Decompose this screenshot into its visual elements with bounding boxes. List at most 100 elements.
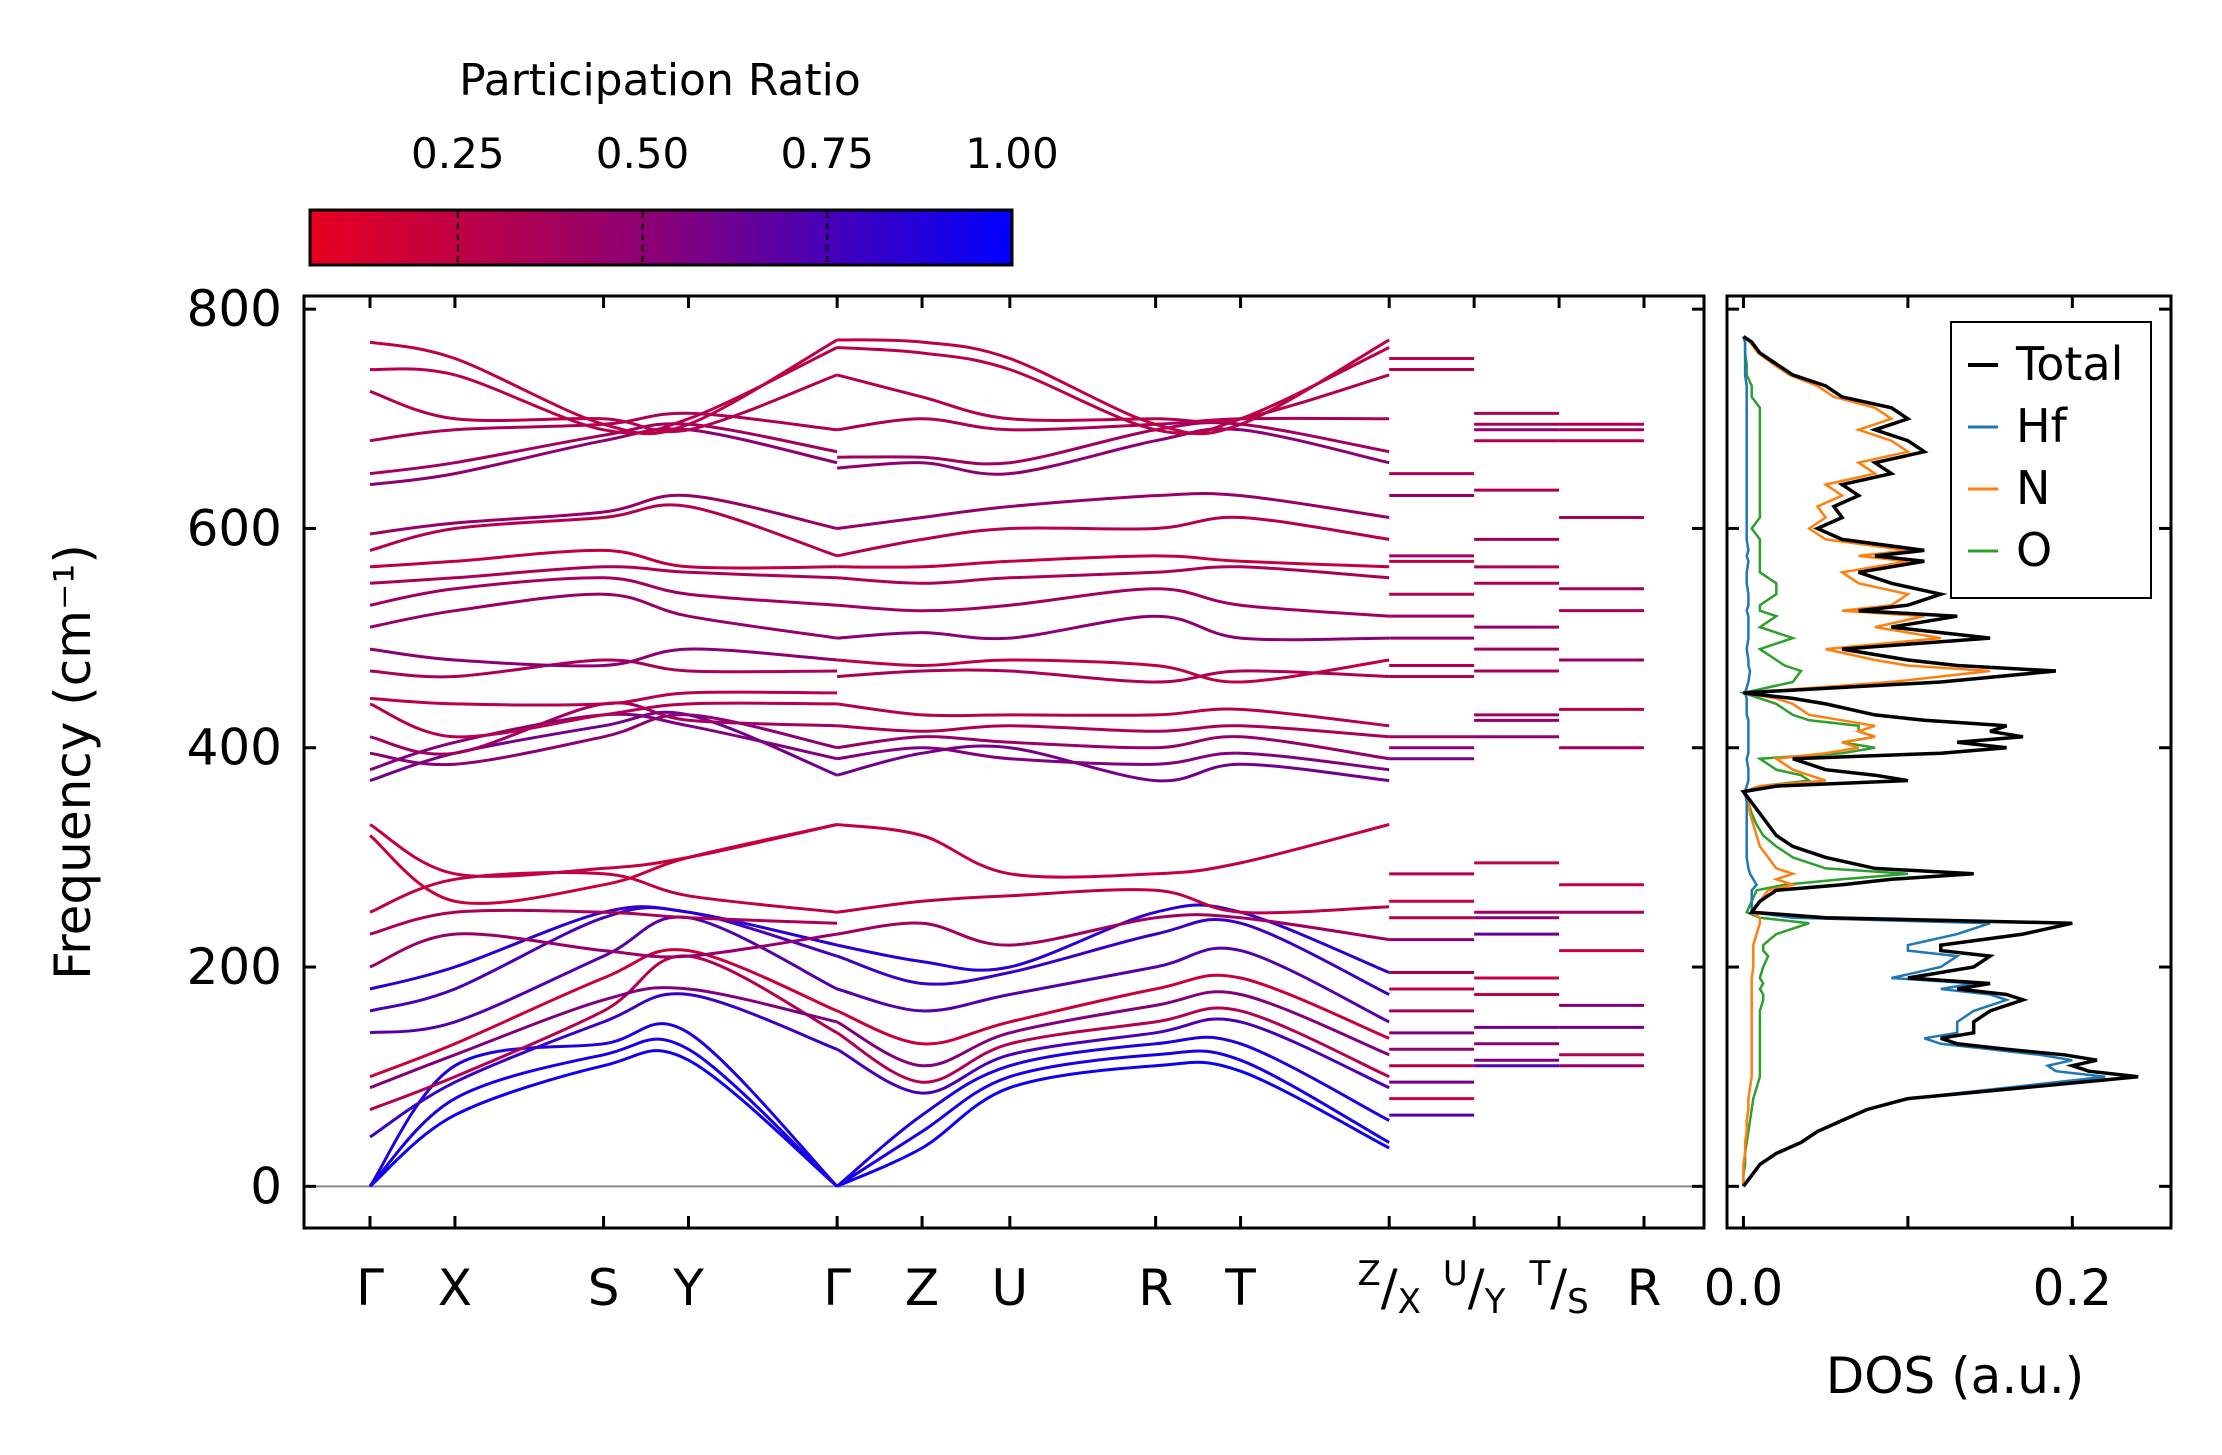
- phonon-band: [836, 373, 1390, 424]
- phonon-band: [836, 888, 1390, 915]
- phonon-band: [369, 713, 838, 767]
- phonon-band: [837, 421, 1390, 466]
- phonon-band: [369, 576, 838, 607]
- colorbar-tick-label: 1.00: [965, 129, 1059, 178]
- k-point-label: R: [1627, 1259, 1662, 1317]
- phonon-band: [369, 690, 838, 707]
- k-point-label: Γ: [823, 1259, 851, 1317]
- dos-x-tick-label: 0.0: [1704, 1259, 1784, 1317]
- phonon-band: [368, 1037, 839, 1188]
- k-point-label: X: [438, 1259, 472, 1317]
- y-tick-label: 200: [187, 938, 282, 996]
- phonon-band: [837, 614, 1390, 642]
- k-point-label: Y: [672, 1259, 704, 1317]
- phonon-band: [369, 1049, 839, 1188]
- phonon-band: [369, 823, 838, 905]
- phonon-band: [369, 548, 838, 570]
- frequency-axis-label: Frequency (cm⁻¹): [44, 544, 102, 980]
- phonon-band: [836, 946, 1390, 1024]
- phonon-band: [836, 990, 1390, 1068]
- phonon-band: [369, 338, 838, 436]
- k-point-label: Γ: [356, 1259, 384, 1317]
- k-point-label: T: [1224, 1259, 1256, 1317]
- colorbar-tick-label: 0.50: [596, 129, 690, 178]
- phonon-band: [837, 346, 1390, 436]
- colorbar-label: Participation Ratio: [459, 55, 861, 106]
- phonon-band: [369, 493, 838, 536]
- dos-series-o: [1738, 336, 1909, 1187]
- phonon-band: [836, 1049, 1390, 1188]
- phonon-band: [836, 735, 1390, 761]
- colorbar-ticks: 0.25 0.50 0.75 1.00: [411, 129, 1059, 263]
- dos-axis: 0.0 0.2: [1704, 296, 2171, 1317]
- k-point-label: U: [992, 1259, 1029, 1317]
- phonon-band: [369, 565, 838, 585]
- legend-label-o: O: [2016, 523, 2052, 577]
- phonon-band: [369, 710, 838, 783]
- phonon-band: [836, 746, 1390, 772]
- phonon-band: [369, 592, 838, 640]
- phonon-band: [836, 744, 1390, 783]
- phonon-band: [836, 913, 1390, 947]
- legend: Total Hf NO: [1950, 321, 2152, 599]
- phonon-band: [369, 701, 838, 739]
- phonon-band: [369, 422, 838, 476]
- phonon-band: [837, 724, 1390, 739]
- phonon-band: [368, 1022, 839, 1188]
- phonon-band: [836, 973, 1390, 1046]
- phonon-band: [837, 668, 1390, 684]
- k-point-label: U/Y: [1443, 1254, 1506, 1322]
- k-point-label: T/S: [1528, 1254, 1588, 1322]
- phonon-band: [369, 823, 838, 878]
- phonon-band: [836, 416, 1390, 432]
- colorbar-tick-label: 0.25: [411, 129, 505, 178]
- colorbar: Participation Ratio 0.25 0.50 0.75 1.00: [308, 55, 1059, 267]
- phonon-band: [837, 658, 1390, 684]
- phonon-band: [836, 491, 1390, 530]
- phonon-band: [837, 587, 1390, 618]
- colorbar-tick-label: 0.75: [781, 129, 875, 178]
- legend-label-total: Total: [2015, 337, 2123, 391]
- band-lines: [368, 338, 1644, 1188]
- k-point-label: Z/X: [1357, 1254, 1420, 1322]
- dos-axes-frame: [1725, 294, 2173, 1230]
- phonon-band: [836, 918, 1390, 996]
- phonon-band: [836, 1006, 1390, 1084]
- dos-x-tick-label: 0.2: [2033, 1259, 2113, 1317]
- phonon-band: [836, 1035, 1390, 1188]
- dos-series-n: [1741, 335, 1991, 1187]
- phonon-band: [369, 658, 838, 679]
- frequency-axis: 0 200 400 600 800: [187, 280, 1704, 1215]
- legend-label-hf: Hf: [2016, 399, 2069, 453]
- dos-panel: 0.0 0.2 DOS (a.u.) Total Hf NO: [1704, 294, 2173, 1405]
- dos-series-total: [1740, 335, 2139, 1188]
- band-axes-frame: [302, 294, 1706, 1230]
- phonon-band: [836, 1060, 1390, 1188]
- kpath-axis: Γ X S Y Γ Z U R T Z/XU/YT/S R: [356, 296, 1661, 1322]
- phonon-band: [836, 1017, 1390, 1095]
- dos-lines: [1738, 335, 2139, 1188]
- phonon-band: [837, 554, 1390, 569]
- phonon-band: [836, 903, 1390, 974]
- phonon-band: [836, 823, 1390, 879]
- k-point-label: R: [1138, 1259, 1173, 1317]
- phonon-band: [836, 515, 1390, 558]
- legend-label-n: N: [2016, 461, 2050, 515]
- phonon-band: [836, 702, 1390, 728]
- y-tick-label: 800: [187, 280, 282, 338]
- k-point-label: Z: [905, 1259, 939, 1317]
- phonon-band: [369, 915, 838, 1035]
- y-tick-label: 0: [250, 1157, 282, 1215]
- dos-axis-label: DOS (a.u.): [1826, 1347, 2085, 1405]
- phonon-band: [369, 992, 838, 1139]
- dos-series-hf: [1742, 336, 2106, 1188]
- phonon-band: [369, 906, 838, 1013]
- phonon-band: [369, 932, 838, 969]
- phonon-band: [369, 954, 838, 1111]
- phonon-band: [837, 565, 1390, 585]
- phonon-band: [369, 871, 838, 914]
- phonon-band: [369, 503, 838, 558]
- phonon-band: [369, 427, 838, 487]
